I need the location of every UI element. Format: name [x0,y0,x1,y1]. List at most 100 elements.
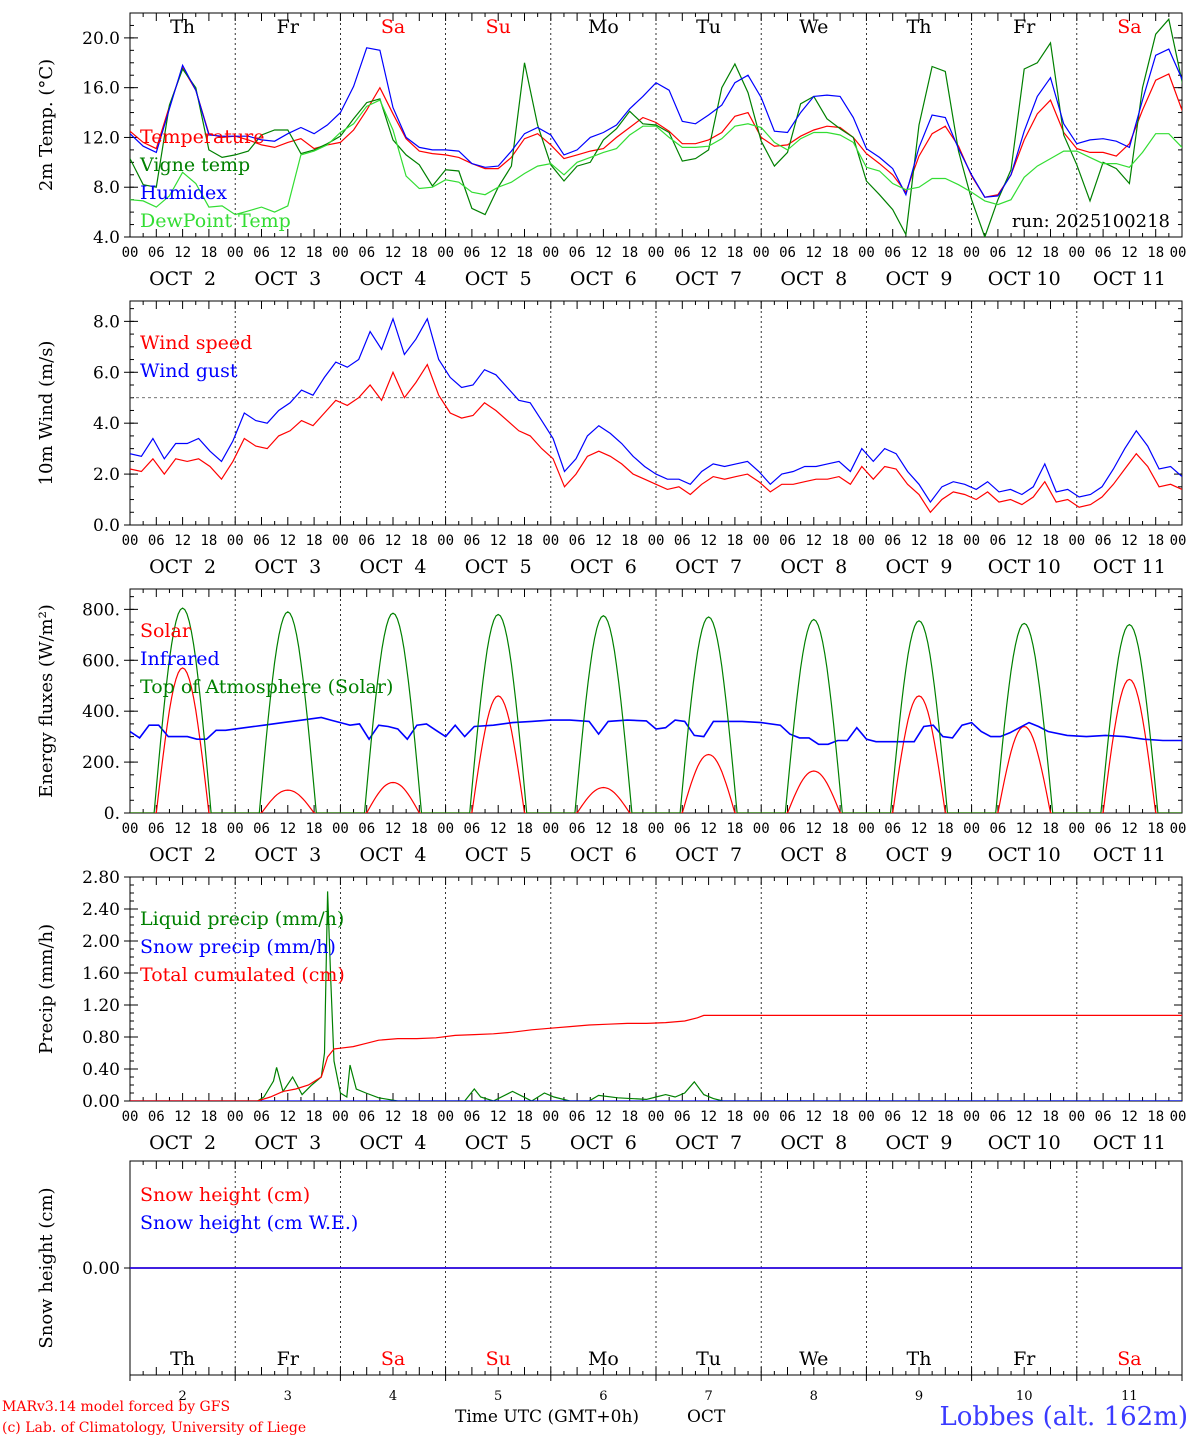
hour-tick-label: 00 [332,245,349,261]
legend-entry: Temperature [140,126,264,148]
hour-tick-label: 18 [411,245,428,261]
hour-tick-label: 12 [1121,533,1138,549]
day-number-label: 6 [599,1389,607,1404]
hour-tick-label: 06 [358,245,375,261]
y-tick-label: 2.40 [82,900,120,920]
hour-tick-label: 06 [884,821,901,837]
hour-tick-label: 00 [227,245,244,261]
y-tick-label: 800. [82,600,120,620]
hour-tick-label: 00 [542,533,559,549]
date-label: OCT 10 [988,844,1061,866]
date-label: OCT 2 [149,1132,216,1154]
hour-tick-label: 18 [200,533,217,549]
hour-tick-label: 06 [779,821,796,837]
legend-entry: Vigne temp [139,154,250,176]
hour-tick-label: 18 [937,1109,954,1125]
hour-tick-label: 18 [832,245,849,261]
legend-entry: DewPoint Temp [140,210,291,232]
y-tick-label: 1.60 [82,964,120,984]
hour-tick-label: 18 [621,245,638,261]
hour-tick-label: 06 [253,533,270,549]
hour-tick-label: 06 [148,1109,165,1125]
y-tick-label: 0.40 [82,1060,120,1080]
series-line-wind-gust [130,316,1182,504]
day-number-label: 8 [810,1389,818,1404]
series-group [130,891,1182,1101]
hour-tick-label: 00 [963,1109,980,1125]
hour-tick-label: 12 [490,245,507,261]
series-line-wind-speed [130,363,1182,514]
hour-tick-label: 00 [648,245,665,261]
month-label: OCT [687,1407,726,1427]
weekday-label: Th [170,1348,195,1370]
hour-tick-label: 00 [332,821,349,837]
hour-tick-label: 12 [805,1109,822,1125]
hour-tick-label: 06 [358,1109,375,1125]
hour-tick-label: 18 [306,1109,323,1125]
hour-tick-label: 06 [884,533,901,549]
series-group [130,17,1182,237]
hour-tick-label: 06 [148,533,165,549]
hour-tick-label: 12 [595,821,612,837]
hour-tick-label: 12 [911,1109,928,1125]
weekday-label: Su [486,16,511,38]
hour-tick-label: 12 [174,821,191,837]
date-label: OCT 3 [254,1132,321,1154]
date-label: OCT 10 [988,1132,1061,1154]
legend-entry: Total cumulated (cm) [140,964,345,986]
weekday-label: We [799,16,828,38]
date-label: OCT 4 [360,268,427,290]
hour-tick-label: 06 [253,245,270,261]
day-number-label: 11 [1121,1389,1138,1404]
hour-tick-label: 00 [122,821,139,837]
hour-tick-label: 12 [385,1109,402,1125]
y-tick-label: 8.0 [93,312,120,332]
hour-tick-label: 06 [253,821,270,837]
y-tick-label: 200. [82,753,120,773]
hour-tick-label: 18 [411,821,428,837]
date-label: OCT 5 [465,268,532,290]
hour-tick-label: 12 [1016,533,1033,549]
hour-tick-label: 00 [753,245,770,261]
date-label: OCT 4 [360,1132,427,1154]
y-tick-label: 600. [82,651,120,671]
hour-tick-label: 18 [1147,533,1164,549]
date-label: OCT 6 [570,844,637,866]
hour-tick-label: 00 [122,245,139,261]
legend-entry: Humidex [140,182,227,204]
hour-tick-label: 12 [595,245,612,261]
hour-tick-label: 18 [621,1109,638,1125]
weekday-label: Fr [277,1348,300,1370]
hour-tick-label: 12 [700,1109,717,1125]
date-label: OCT 5 [465,556,532,578]
y-tick-label: 2.00 [82,932,120,952]
date-label: OCT 4 [360,844,427,866]
hour-tick-label: 06 [463,245,480,261]
date-label: OCT 2 [149,844,216,866]
day-number-label: 3 [284,1389,292,1404]
hour-tick-label: 18 [516,821,533,837]
hour-tick-label: 18 [832,821,849,837]
series-line-total-cumulated-cm- [130,1014,1182,1101]
series-line-top-of-atmosphere-solar- [130,607,1182,813]
y-tick-label: 4.0 [93,228,120,248]
date-label: OCT 9 [886,556,953,578]
hour-tick-label: 06 [779,533,796,549]
y-tick-label: 20.0 [82,29,120,49]
hour-tick-label: 18 [306,821,323,837]
hour-tick-label: 18 [200,821,217,837]
hour-tick-label: 00 [1170,533,1187,549]
legend-entry: Snow precip (mm/h) [140,936,336,958]
station-name: Lobbes (alt. 162m) [939,1402,1188,1432]
legend-entry: Infrared [140,648,220,670]
hour-tick-label: 06 [569,245,586,261]
hour-tick-label: 06 [1095,821,1112,837]
date-label: OCT 3 [254,844,321,866]
hour-tick-label: 00 [858,1109,875,1125]
hour-tick-label: 12 [700,245,717,261]
date-label: OCT 9 [886,268,953,290]
date-label: OCT 2 [149,556,216,578]
hour-tick-label: 12 [490,533,507,549]
hour-tick-label: 18 [411,1109,428,1125]
weekday-label: Sa [381,16,405,38]
